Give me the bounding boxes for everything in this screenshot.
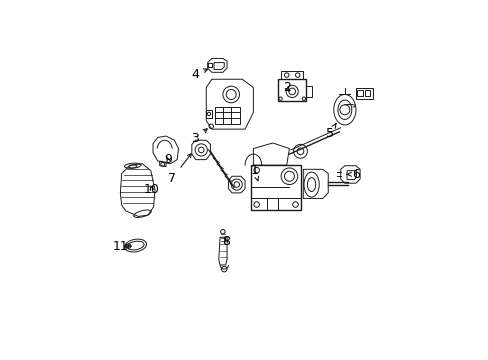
Text: 5: 5 xyxy=(325,123,335,140)
Text: 1: 1 xyxy=(250,164,258,181)
Text: 7: 7 xyxy=(168,154,191,185)
Text: 2: 2 xyxy=(283,81,290,94)
Text: 9: 9 xyxy=(164,153,172,166)
Text: 8: 8 xyxy=(222,235,229,248)
Text: 11: 11 xyxy=(112,240,131,253)
Text: 10: 10 xyxy=(143,183,160,196)
Text: 3: 3 xyxy=(191,129,207,144)
Text: 4: 4 xyxy=(191,68,207,81)
Text: 6: 6 xyxy=(346,168,360,181)
